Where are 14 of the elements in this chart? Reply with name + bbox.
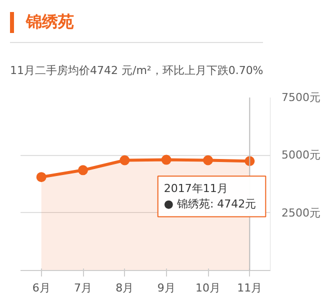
- y-tick-label: 5000元: [282, 148, 320, 162]
- x-tick-label: 9月: [157, 282, 176, 294]
- x-tick-label: 8月: [116, 282, 134, 294]
- x-tick-label: 11月: [237, 282, 262, 294]
- x-tick-label: 10月: [196, 282, 220, 294]
- point: [36, 172, 46, 182]
- x-tick-label: 6月: [32, 282, 50, 294]
- chart-subtitle: 11月二手房均价4742 元/m²，环比上月下跌0.70%: [10, 42, 264, 78]
- x-tick-label: 7月: [74, 282, 92, 294]
- chart-title: 锦绣苑: [10, 12, 74, 33]
- y-tick-label: 2500元: [282, 206, 320, 220]
- annotation: 2017年11月 ● 锦绣苑: 4742元: [164, 182, 256, 211]
- point: [78, 165, 88, 176]
- y-tick-label: 7500元: [282, 91, 320, 104]
